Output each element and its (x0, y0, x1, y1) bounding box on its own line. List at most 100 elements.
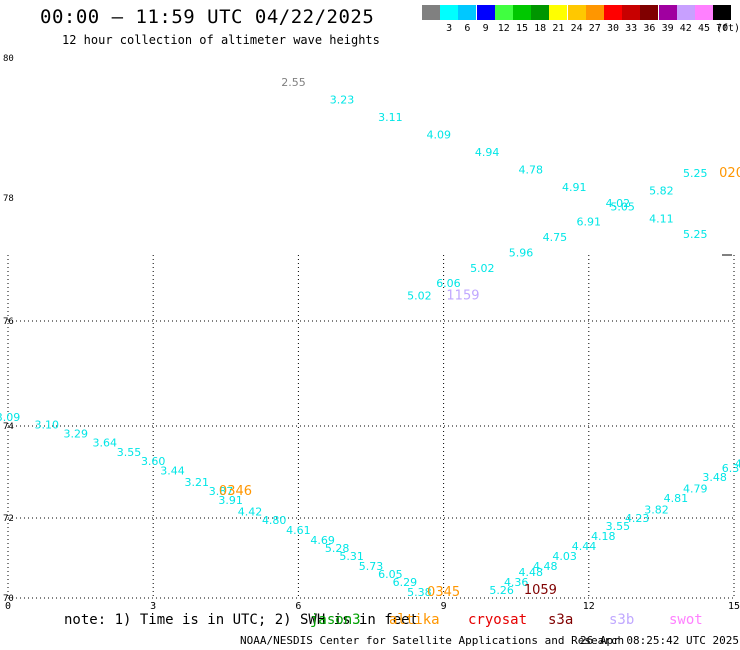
pass-time-label: 020 (719, 166, 740, 181)
color-swatch (567, 5, 586, 20)
swh-value: 3.10 (34, 418, 59, 431)
swh-value: 5.73 (359, 560, 384, 573)
swh-value: 3.11 (378, 111, 403, 124)
page-title: 00:00 — 11:59 UTC 04/22/2025 (40, 6, 375, 28)
color-scale-label: 70 (716, 23, 729, 34)
swh-value: 3.48 (702, 471, 727, 484)
swh-value: 4.0 (735, 457, 740, 470)
swh-value: 6.29 (393, 576, 418, 589)
footer-timestamp: 26 Apr 08:25:42 UTC 2025 (580, 634, 739, 647)
swh-value: 4.78 (518, 164, 543, 177)
swh-value: 5.31 (339, 550, 364, 563)
swh-value: 4.81 (664, 492, 689, 505)
color-swatch (658, 5, 677, 20)
color-scale-label: 36 (643, 23, 656, 34)
legend-jason3: jason3 (310, 612, 361, 628)
swh-value: 5.28 (325, 542, 350, 555)
color-swatch (458, 5, 477, 20)
swh-value: 4.75 (543, 231, 568, 244)
color-scale-label: 18 (534, 23, 547, 34)
color-scale-label: 45 (697, 23, 711, 34)
swh-value: 4.18 (591, 530, 616, 543)
color-swatch (676, 5, 695, 20)
swh-value: 5.25 (683, 228, 708, 241)
color-scale-label: 33 (625, 23, 638, 34)
lon-tick-label: 3 (150, 601, 156, 612)
swh-value: 3.64 (93, 437, 118, 450)
swh-value: 3.21 (185, 476, 210, 489)
lon-tick-label: 6 (295, 601, 301, 612)
swh-value: 4.03 (552, 550, 577, 563)
color-scale-label: 3 (446, 23, 453, 34)
color-scale-label: 24 (570, 23, 583, 34)
swh-value: 4.79 (683, 483, 708, 496)
swh-value: 3.09 (0, 411, 20, 424)
color-scale-label: 39 (661, 23, 674, 34)
swh-value: 4.48 (518, 566, 543, 579)
color-swatch (549, 5, 568, 20)
swh-value: 6.06 (436, 277, 461, 290)
color-scale-label: 12 (497, 23, 510, 34)
swh-value: 4.02 (606, 197, 631, 210)
swh-value: 4.09 (427, 129, 452, 142)
color-scale-label: 21 (552, 23, 565, 34)
swh-value: 4.23 (625, 512, 650, 525)
swh-value: 4.44 (572, 540, 597, 553)
lon-tick-label: 15 (728, 601, 740, 612)
color-scale-label: 15 (515, 23, 529, 34)
color-swatch (513, 5, 531, 20)
legend-altika: altika (389, 612, 440, 628)
swh-value: 3.82 (644, 503, 669, 516)
swh-value: 4.48 (533, 560, 558, 573)
footer-note: note: 1) Time is in UTC; 2) SWH is in fe… (64, 612, 419, 628)
swh-value: 6.05 (378, 568, 403, 581)
color-swatch (585, 5, 604, 20)
swh-value: 3.29 (64, 428, 89, 441)
pass-time-label: 1159 (446, 288, 479, 303)
color-scale-label: 9 (482, 23, 489, 34)
swh-value: 4.11 (649, 213, 674, 226)
color-swatch (713, 5, 732, 20)
swh-value: 3.91 (218, 494, 243, 507)
lat-tick-label: 80 (3, 54, 14, 64)
lon-tick-label: 9 (441, 601, 447, 612)
color-swatch (476, 5, 495, 20)
color-swatch (422, 5, 440, 20)
swh-value: 5.82 (649, 185, 674, 198)
page-subtitle: 12 hour collection of altimeter wave hei… (62, 33, 380, 47)
lon-tick-label: 12 (583, 601, 595, 612)
legend-cryosat: cryosat (468, 612, 528, 628)
color-swatch (640, 5, 659, 20)
color-swatch (531, 5, 550, 20)
swh-value: 5.02 (470, 262, 495, 275)
legend-s3a: s3a (548, 612, 574, 628)
color-swatch (494, 5, 513, 20)
color-swatch (604, 5, 622, 20)
swh-value: 5.96 (509, 246, 534, 259)
swh-value: 5.02 (407, 289, 432, 302)
swh-value: 4.42 (238, 506, 263, 519)
swh-value: 6.31 (722, 462, 740, 475)
swh-value: 6.91 (577, 216, 602, 229)
pass-time-label: 1059 (524, 583, 557, 598)
footer-credit: NOAA/NESDIS Center for Satellite Applica… (240, 634, 625, 647)
swh-value: 4.36 (504, 576, 529, 589)
color-scale-label: 42 (679, 23, 692, 34)
swh-value: 4.61 (286, 524, 311, 537)
color-scale-unit: (ft) (716, 23, 740, 34)
swh-value: 3.55 (117, 446, 142, 459)
color-scale-label: 27 (588, 23, 601, 34)
swh-value: 3.55 (606, 520, 631, 533)
swh-value: 4.69 (310, 534, 335, 547)
swh-value: 5.38 (407, 586, 432, 599)
lat-tick-label: 72 (3, 514, 14, 524)
color-scale-label: 30 (606, 23, 620, 34)
lat-tick-label: 70 (3, 594, 14, 604)
swh-value: 4.91 (562, 181, 587, 194)
color-swatch (440, 5, 459, 20)
lat-tick-label: 74 (3, 422, 14, 432)
color-swatch (622, 5, 641, 20)
pass-time-label: 0346 (219, 484, 252, 499)
lon-tick-label: 0 (5, 601, 11, 612)
swh-value: 4.94 (475, 146, 500, 159)
